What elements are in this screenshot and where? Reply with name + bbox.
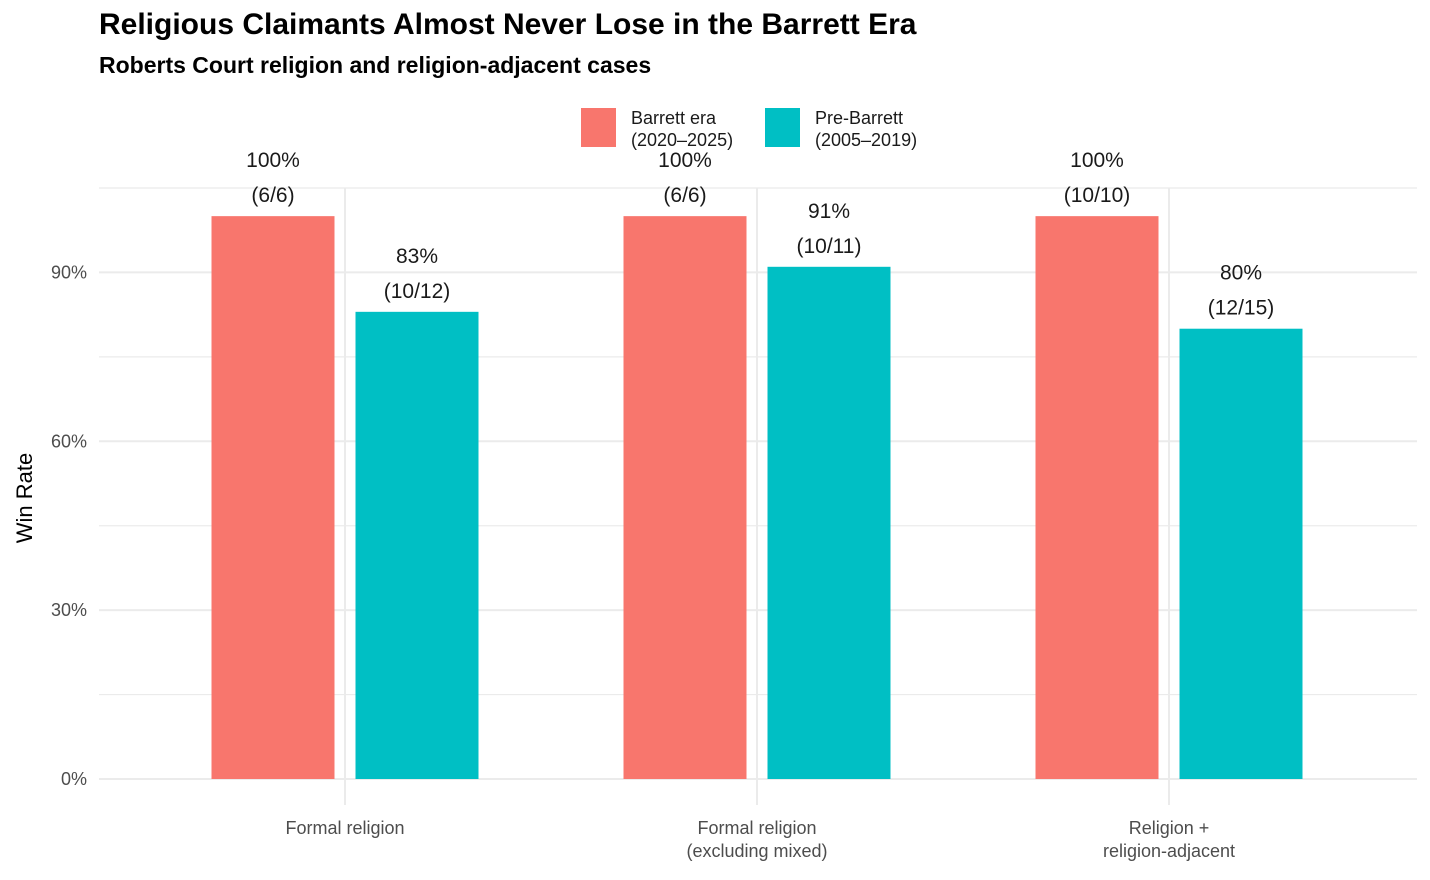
y-tick-label: 0%: [61, 769, 87, 789]
x-axis-ticks: Formal religion Formal religion (excluding…: [285, 818, 1235, 861]
data-label-percent: 80%: [1220, 262, 1262, 285]
data-label-percent: 100%: [246, 149, 300, 172]
bar: [767, 266, 891, 779]
legend-key: [581, 108, 616, 147]
data-label-count: (10/10): [1064, 184, 1131, 207]
y-tick-label: 30%: [51, 600, 87, 620]
x-tick-label: (excluding mixed): [686, 841, 827, 861]
legend-label: (2020–2025): [631, 130, 733, 150]
data-label-percent: 100%: [1070, 149, 1124, 172]
bar: [1179, 328, 1303, 779]
data-label-count: (10/11): [797, 235, 862, 258]
legend-key: [765, 108, 800, 147]
legend-label: (2005–2019): [815, 130, 917, 150]
y-axis-title: Win Rate: [12, 453, 37, 543]
y-tick-label: 60%: [51, 431, 87, 451]
legend-label: Pre-Barrett: [815, 108, 903, 128]
chart-subtitle: Roberts Court religion and religion-adja…: [99, 52, 652, 78]
bars: [211, 216, 1303, 780]
data-label-percent: 100%: [658, 149, 712, 172]
x-tick-label: religion-adjacent: [1103, 841, 1235, 861]
y-tick-label: 90%: [51, 262, 87, 282]
data-label-percent: 91%: [808, 200, 850, 223]
bar: [623, 216, 747, 780]
legend: Barrett era(2020–2025) Pre-Barrett(2005–2…: [581, 108, 917, 150]
x-tick-label: Formal religion: [697, 818, 816, 838]
data-label-count: (12/15): [1208, 297, 1275, 320]
chart-title: Religious Claimants Almost Never Lose in…: [99, 8, 917, 41]
x-tick-label: Religion +: [1129, 818, 1210, 838]
bar: [1035, 216, 1159, 780]
data-label-count: (6/6): [663, 184, 706, 207]
x-tick-label: Formal religion: [285, 818, 404, 838]
data-label-count: (6/6): [251, 184, 294, 207]
data-labels: (6/6) 100% (6/6) 100% (10/10) 100% (10/12) 83% (…: [246, 149, 1274, 320]
y-axis-ticks: 0% 30% 60% 90%: [51, 262, 87, 789]
bar: [355, 311, 479, 779]
data-label-percent: 83%: [396, 245, 438, 268]
bar: [211, 216, 335, 780]
legend-label: Barrett era: [631, 108, 717, 128]
data-label-count: (10/12): [384, 280, 451, 303]
